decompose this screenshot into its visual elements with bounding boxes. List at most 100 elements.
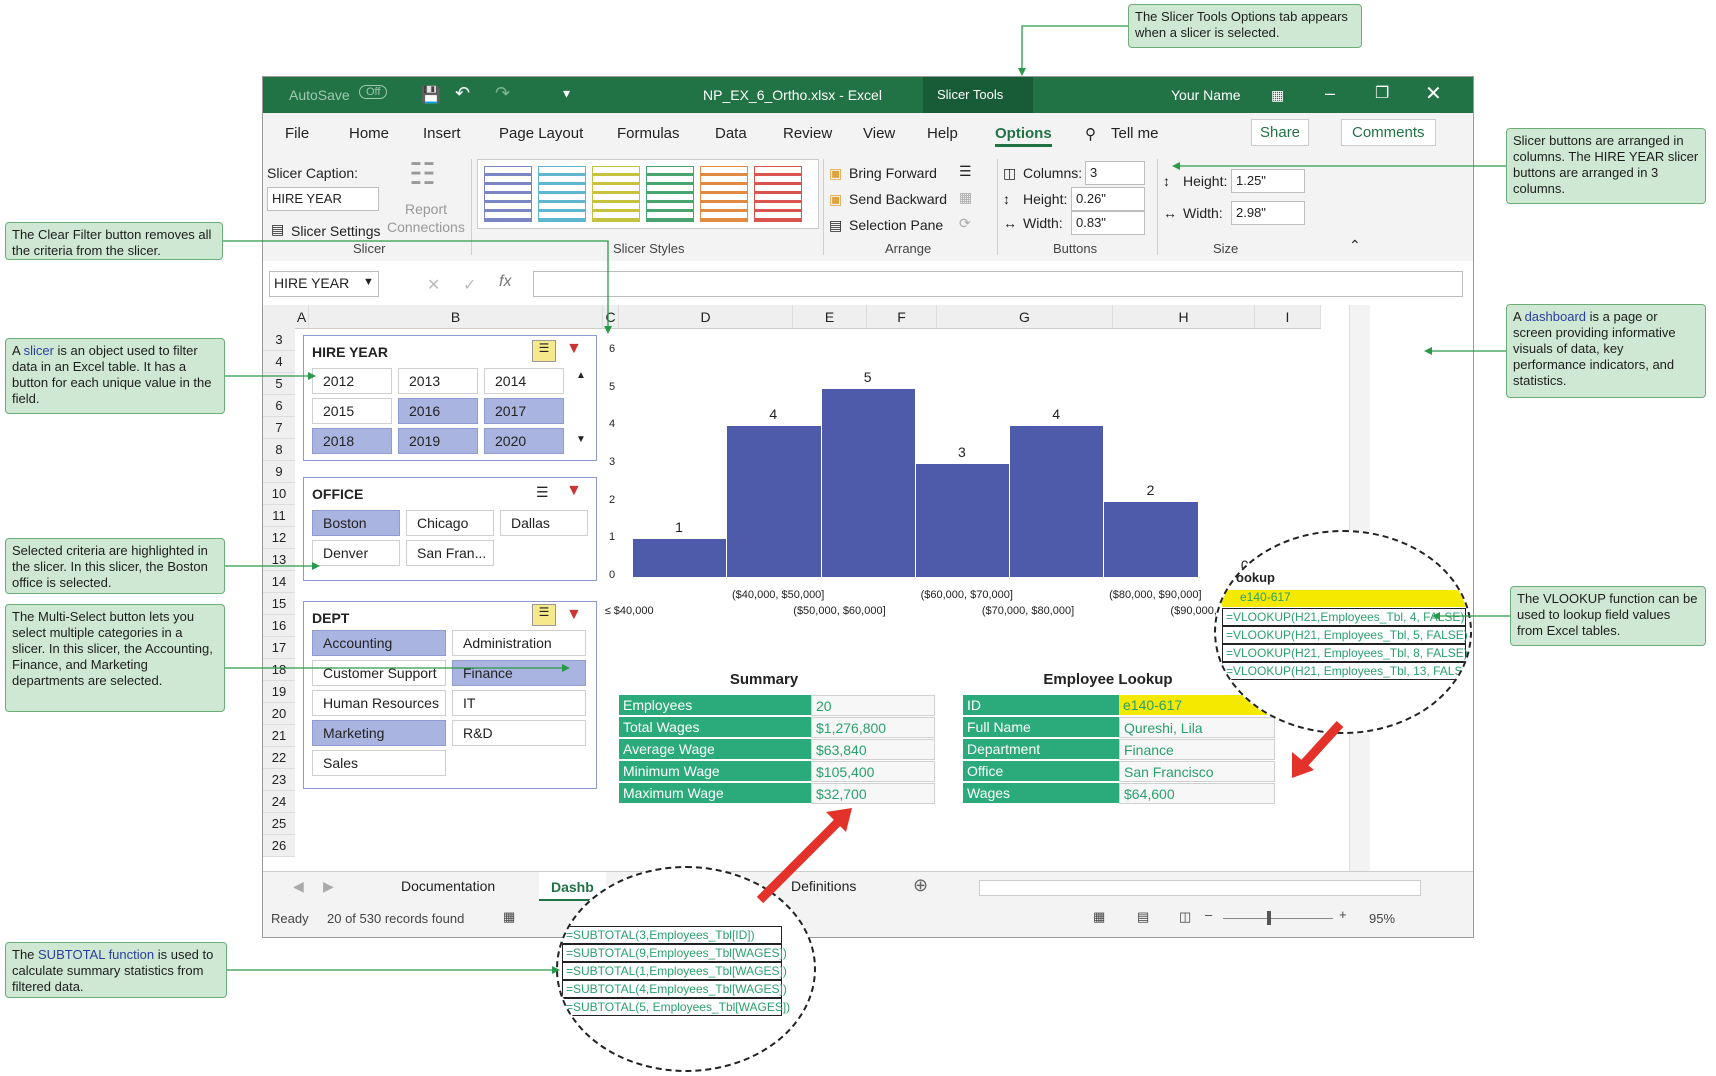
- row-header[interactable]: 24: [263, 791, 295, 813]
- slicer-style-swatch[interactable]: [754, 166, 802, 222]
- table-label-cell[interactable]: ID: [963, 695, 1119, 716]
- bring-forward-button[interactable]: Bring Forward: [849, 165, 937, 181]
- columns-input[interactable]: 3: [1085, 161, 1145, 185]
- rotate-icon[interactable]: ⟳: [959, 215, 971, 231]
- slicer-button[interactable]: 2018: [312, 428, 392, 454]
- tab-file[interactable]: File: [285, 125, 310, 142]
- user-name[interactable]: Your Name: [1171, 87, 1241, 103]
- row-header[interactable]: 26: [263, 835, 295, 857]
- table-label-cell[interactable]: Average Wage: [619, 739, 811, 760]
- row-header[interactable]: 11: [263, 505, 295, 527]
- tab-page-layout[interactable]: Page Layout: [499, 125, 584, 142]
- multi-select-icon[interactable]: ☰: [532, 340, 556, 362]
- tab-help[interactable]: Help: [927, 125, 958, 142]
- slicer-button[interactable]: San Fran...: [406, 540, 494, 566]
- row-header[interactable]: 4: [263, 351, 295, 373]
- zoom-out-icon[interactable]: –: [1205, 907, 1213, 922]
- slicer-button[interactable]: Administration: [452, 630, 586, 656]
- row-header[interactable]: 9: [263, 461, 295, 483]
- slicer-button[interactable]: 2019: [398, 428, 478, 454]
- row-header[interactable]: 17: [263, 637, 295, 659]
- cancel-icon[interactable]: ✕: [427, 277, 441, 294]
- row-header[interactable]: 21: [263, 725, 295, 747]
- accessibility-icon[interactable]: ▦: [503, 909, 516, 924]
- table-label-cell[interactable]: Total Wages: [619, 717, 811, 738]
- size-height-input[interactable]: 1.25": [1231, 169, 1305, 193]
- report-connections-line1[interactable]: Report: [405, 201, 448, 217]
- chart-bar[interactable]: [915, 464, 1010, 577]
- slicer-button[interactable]: 2020: [484, 428, 564, 454]
- table-label-cell[interactable]: Office: [963, 761, 1119, 782]
- multi-select-icon[interactable]: ☰: [536, 484, 549, 500]
- zoom-in-icon[interactable]: +: [1339, 907, 1347, 922]
- table-label-cell[interactable]: Department: [963, 739, 1119, 760]
- row-header[interactable]: 12: [263, 527, 295, 549]
- slicer-button[interactable]: Marketing: [312, 720, 446, 746]
- zoom-slider[interactable]: [1223, 918, 1333, 919]
- table-label-cell[interactable]: Wages: [963, 783, 1119, 804]
- table-value-cell[interactable]: Qureshi, Lila: [1119, 717, 1275, 738]
- save-icon[interactable]: 💾: [421, 87, 441, 104]
- chart-bar[interactable]: [1104, 501, 1198, 577]
- clear-filter-icon[interactable]: ▼: [566, 606, 582, 623]
- table-value-cell[interactable]: San Francisco: [1119, 761, 1275, 782]
- column-header[interactable]: H: [1113, 305, 1255, 329]
- row-header[interactable]: 5: [263, 373, 295, 395]
- row-header[interactable]: 15: [263, 593, 295, 615]
- slicer-button[interactable]: Accounting: [312, 630, 446, 656]
- row-header[interactable]: 7: [263, 417, 295, 439]
- tab-data[interactable]: Data: [715, 125, 747, 142]
- row-header[interactable]: 22: [263, 747, 295, 769]
- multi-select-icon[interactable]: ☰: [532, 604, 556, 626]
- slicer-button[interactable]: Denver: [312, 540, 400, 566]
- slicer-styles-gallery[interactable]: [477, 159, 819, 229]
- function-icon[interactable]: fx: [499, 273, 512, 290]
- chart-bar[interactable]: [1010, 426, 1104, 577]
- restore-icon[interactable]: ❐: [1375, 85, 1390, 102]
- column-header[interactable]: C: [603, 305, 619, 329]
- slicer-button[interactable]: 2012: [312, 368, 392, 394]
- slicer-button[interactable]: 2017: [484, 398, 564, 424]
- slicer-dept[interactable]: DEPT ☰ ▼ Accounting Administration Custome…: [303, 601, 597, 789]
- table-value-cell[interactable]: 20: [811, 695, 935, 716]
- column-header[interactable]: G: [937, 305, 1113, 329]
- zoom-level[interactable]: 95%: [1369, 911, 1396, 926]
- name-box-dropdown-icon[interactable]: ▼: [363, 276, 374, 288]
- selection-pane-button[interactable]: Selection Pane: [849, 217, 944, 233]
- slicer-button[interactable]: Boston: [312, 510, 400, 536]
- column-header[interactable]: A: [295, 305, 309, 329]
- slicer-hire-year[interactable]: HIRE YEAR ☰ ▼ 2012 2013 2014 2015 2016 2017 20…: [303, 335, 597, 461]
- slicer-button[interactable]: 2014: [484, 368, 564, 394]
- send-backward-button[interactable]: Send Backward: [849, 191, 948, 207]
- table-label-cell[interactable]: Minimum Wage: [619, 761, 811, 782]
- slicer-button[interactable]: 2016: [398, 398, 478, 424]
- slicer-office[interactable]: OFFICE ☰ ▼ Boston Chicago Dallas Denver San …: [303, 477, 597, 581]
- slicer-settings-button[interactable]: Slicer Settings: [291, 223, 381, 239]
- tab-view[interactable]: View: [863, 125, 896, 142]
- button-width-input[interactable]: 0.83": [1071, 211, 1145, 235]
- row-header[interactable]: 20: [263, 703, 295, 725]
- slicer-button[interactable]: Human Resources: [312, 690, 446, 716]
- comments-button[interactable]: Comments: [1341, 119, 1436, 146]
- tab-home[interactable]: Home: [349, 125, 390, 142]
- zoom-slider-thumb[interactable]: [1267, 911, 1271, 925]
- share-button[interactable]: Share: [1251, 119, 1310, 146]
- tab-nav-next-icon[interactable]: ▶: [323, 878, 334, 894]
- clear-filter-icon[interactable]: ▼: [566, 340, 582, 357]
- table-value-cell[interactable]: $32,700: [811, 783, 935, 804]
- row-header[interactable]: 25: [263, 813, 295, 835]
- normal-view-icon[interactable]: ▦: [1093, 909, 1106, 924]
- row-header[interactable]: 19: [263, 681, 295, 703]
- redo-icon[interactable]: ↷: [495, 83, 511, 103]
- column-header[interactable]: I: [1255, 305, 1321, 329]
- tab-insert[interactable]: Insert: [423, 125, 461, 142]
- slicer-button[interactable]: Sales: [312, 750, 446, 776]
- undo-icon[interactable]: ↶: [455, 83, 471, 103]
- horizontal-scrollbar[interactable]: [979, 880, 1421, 896]
- histogram-chart[interactable]: 0 1 2 3 4 5 6 1 ≤ $40,000 4 ($40,000, $50,000] 5 ($5…: [603, 335, 1343, 645]
- table-value-cell[interactable]: $63,840: [811, 739, 935, 760]
- scroll-up-icon[interactable]: ▲: [576, 370, 586, 381]
- formula-input[interactable]: [533, 271, 1463, 297]
- scroll-down-icon[interactable]: ▼: [576, 434, 586, 445]
- chart-bar[interactable]: [633, 539, 727, 577]
